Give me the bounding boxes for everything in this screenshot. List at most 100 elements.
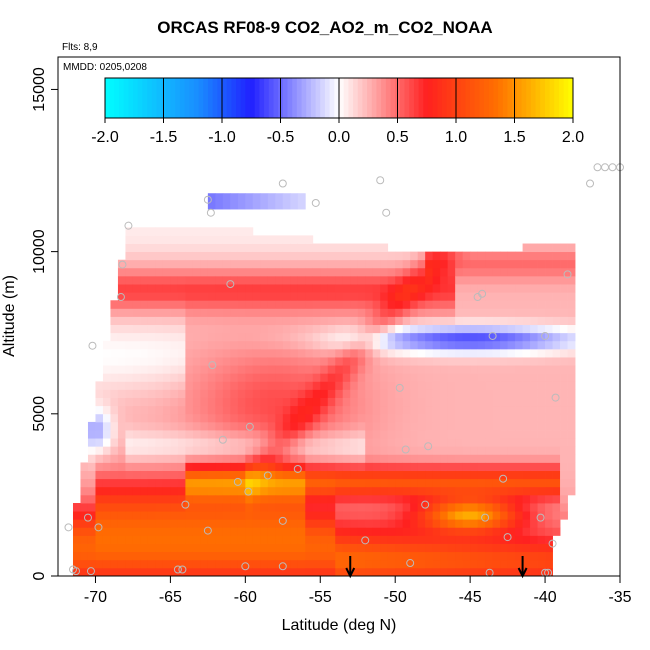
heatmap-cell <box>537 284 546 293</box>
heatmap-cell <box>312 511 321 520</box>
heatmap-cell <box>537 381 546 390</box>
heatmap-cell <box>402 267 411 277</box>
sample-point <box>481 513 490 522</box>
heatmap-cell <box>560 259 568 269</box>
heatmap-cell <box>335 494 344 504</box>
heatmap-cell <box>530 389 538 398</box>
x-tick-label: -55 <box>309 589 332 606</box>
heatmap-cell <box>222 235 231 244</box>
sample-point <box>536 513 545 522</box>
heatmap-cell <box>125 446 134 455</box>
heatmap-cell <box>372 275 381 285</box>
heatmap-cell <box>417 543 426 553</box>
heatmap-cell <box>177 340 186 350</box>
heatmap-cell <box>275 470 284 480</box>
heatmap-cell <box>500 430 508 439</box>
heatmap-cell <box>537 324 546 334</box>
heatmap-cell <box>80 462 89 471</box>
heatmap-cell <box>447 284 456 293</box>
heatmap-cell <box>155 527 164 536</box>
heatmap-cell <box>222 543 231 553</box>
heatmap-cell <box>560 438 568 447</box>
heatmap-cell <box>260 292 269 301</box>
heatmap-cell <box>395 365 404 374</box>
heatmap-cell <box>170 365 179 374</box>
heatmap-cell <box>222 227 231 236</box>
heatmap-cell <box>552 259 561 269</box>
heatmap-cell <box>132 251 141 261</box>
heatmap-cell <box>320 357 329 366</box>
heatmap-cell <box>440 559 449 569</box>
heatmap-cell <box>252 438 261 447</box>
heatmap-cell <box>492 454 501 463</box>
heatmap-cell <box>200 259 209 269</box>
heatmap-cell <box>455 251 464 261</box>
heatmap-cell <box>530 332 538 342</box>
colorbar-cell <box>413 78 420 118</box>
heatmap-cell <box>402 251 411 261</box>
heatmap-cell <box>320 348 329 358</box>
heatmap-cell <box>215 413 224 423</box>
heatmap-cell <box>132 348 141 358</box>
heatmap-cell <box>410 511 419 520</box>
heatmap-cell <box>500 421 508 431</box>
heatmap-cell <box>155 430 164 439</box>
colorbar-cell <box>109 78 115 118</box>
heatmap-cell <box>530 284 538 293</box>
heatmap-cell <box>515 365 523 374</box>
heatmap-cell <box>312 405 321 415</box>
heatmap-cell <box>530 446 538 455</box>
heatmap-cell <box>365 511 374 520</box>
heatmap-cell <box>207 470 216 480</box>
heatmap-cell <box>380 413 389 423</box>
heatmap-cell <box>522 316 531 326</box>
heatmap-cell <box>102 567 111 577</box>
heatmap-cell <box>222 470 231 480</box>
heatmap-cell <box>492 430 501 439</box>
heatmap-cell <box>275 267 284 277</box>
heatmap-cell <box>470 365 479 374</box>
heatmap-cell <box>350 438 359 447</box>
heatmap-cell <box>252 535 261 544</box>
heatmap-cell <box>185 332 194 342</box>
heatmap-cell <box>447 259 456 269</box>
heatmap-cell <box>215 551 224 561</box>
heatmap-cell <box>117 551 126 561</box>
heatmap-cell <box>507 454 516 463</box>
colorbar-cell <box>456 78 462 118</box>
heatmap-cell <box>530 348 538 358</box>
heatmap-cell <box>305 470 314 480</box>
heatmap-cell <box>297 503 306 512</box>
heatmap-cell <box>320 373 329 382</box>
heatmap-cell <box>290 348 299 358</box>
heatmap-cell <box>230 193 239 210</box>
heatmap-cell <box>162 478 171 488</box>
heatmap-cell <box>507 284 516 293</box>
heatmap-cell <box>545 519 553 528</box>
heatmap-cell <box>110 567 119 577</box>
heatmap-cell <box>132 332 141 342</box>
colorbar-cell <box>198 78 204 118</box>
heatmap-cell <box>305 381 314 390</box>
heatmap-cell <box>155 397 164 407</box>
colorbar-cell <box>446 78 452 118</box>
heatmap-cell <box>515 511 523 520</box>
heatmap-cell <box>275 332 284 342</box>
heatmap-cell <box>80 519 89 528</box>
heatmap-cell <box>417 421 426 431</box>
sample-point <box>203 195 212 204</box>
sample-point <box>376 176 385 185</box>
heatmap-cell <box>207 340 216 350</box>
heatmap-cell <box>552 381 561 390</box>
heatmap-cell <box>237 478 246 488</box>
heatmap-cell <box>477 332 486 342</box>
heatmap-cell <box>530 551 538 561</box>
heatmap-cell <box>207 430 216 439</box>
heatmap-cell <box>245 421 254 431</box>
heatmap-cell <box>147 267 156 277</box>
heatmap-cell <box>350 421 359 431</box>
heatmap-cell <box>267 340 276 350</box>
heatmap-cell <box>395 324 404 334</box>
heatmap-cell <box>200 316 209 326</box>
heatmap-cell <box>320 381 329 390</box>
